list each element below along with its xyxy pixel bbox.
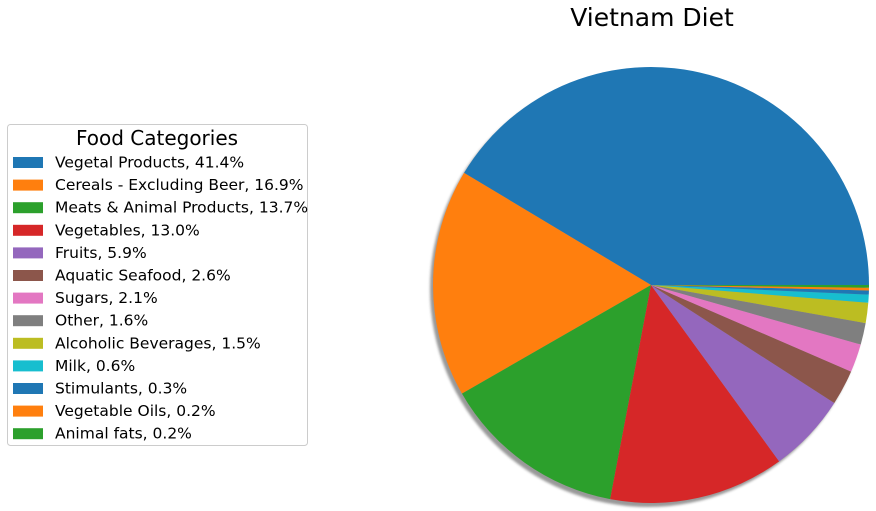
- legend-label-3: Vegetables, 13.0%: [55, 221, 200, 239]
- pie-slice-2: [461, 285, 651, 500]
- legend-label-11: Vegetable Oils, 0.2%: [55, 402, 216, 420]
- pie-slice-8: [651, 285, 869, 324]
- legend-label-12: Animal fats, 0.2%: [55, 425, 192, 443]
- legend-label-1: Cereals - Excluding Beer, 16.9%: [55, 176, 304, 194]
- legend-swatch-5: [13, 270, 43, 281]
- legend-swatch-3: [13, 224, 43, 236]
- pie-slice-11: [651, 285, 869, 291]
- pie-slice-12: [651, 285, 869, 288]
- legend: Food Categories Vegetal Products, 41.4% C…: [7, 124, 308, 446]
- legend-label-0: Vegetal Products, 41.4%: [55, 154, 244, 172]
- pie-slice-5: [651, 285, 852, 403]
- legend-entries: Vegetal Products, 41.4% Cereals - Excludi…: [13, 154, 308, 443]
- legend-label-6: Sugars, 2.1%: [55, 289, 158, 307]
- chart-title: Vietnam Diet: [570, 3, 734, 32]
- legend-swatch-12: [13, 428, 43, 440]
- legend-swatch-11: [13, 405, 43, 417]
- legend-label-10: Stimulants, 0.3%: [55, 380, 187, 398]
- pie-slice-9: [651, 285, 869, 303]
- legend-label-8: Alcoholic Beverages, 1.5%: [55, 334, 261, 352]
- legend-swatch-8: [13, 337, 43, 349]
- pie-slice-4: [651, 285, 835, 462]
- legend-label-5: Aquatic Seafood, 2.6%: [55, 267, 231, 285]
- legend-frame: [7, 124, 308, 446]
- legend-swatch-10: [13, 383, 43, 394]
- pie-slices: [433, 66, 869, 504]
- pie-slice-1: [433, 172, 651, 394]
- pie-slice-7: [651, 285, 866, 345]
- legend-swatch-2: [13, 202, 43, 214]
- pie-slice-10: [651, 285, 869, 295]
- pie-slice-3: [610, 285, 780, 504]
- legend-swatch-0: [13, 157, 43, 168]
- legend-swatch-7: [13, 315, 43, 327]
- legend-label-9: Milk, 0.6%: [55, 357, 135, 375]
- legend-swatch-9: [13, 360, 43, 372]
- legend-label-4: Fruits, 5.9%: [55, 244, 147, 262]
- legend-swatch-6: [13, 292, 43, 304]
- legend-swatch-4: [13, 247, 43, 259]
- legend-label-7: Other, 1.6%: [55, 312, 148, 330]
- pie-slice-0: [464, 66, 869, 285]
- legend-swatch-1: [13, 179, 43, 191]
- legend-title: Food Categories: [76, 126, 238, 150]
- pie-slice-6: [651, 285, 861, 372]
- legend-label-2: Meats & Animal Products, 13.7%: [55, 199, 308, 217]
